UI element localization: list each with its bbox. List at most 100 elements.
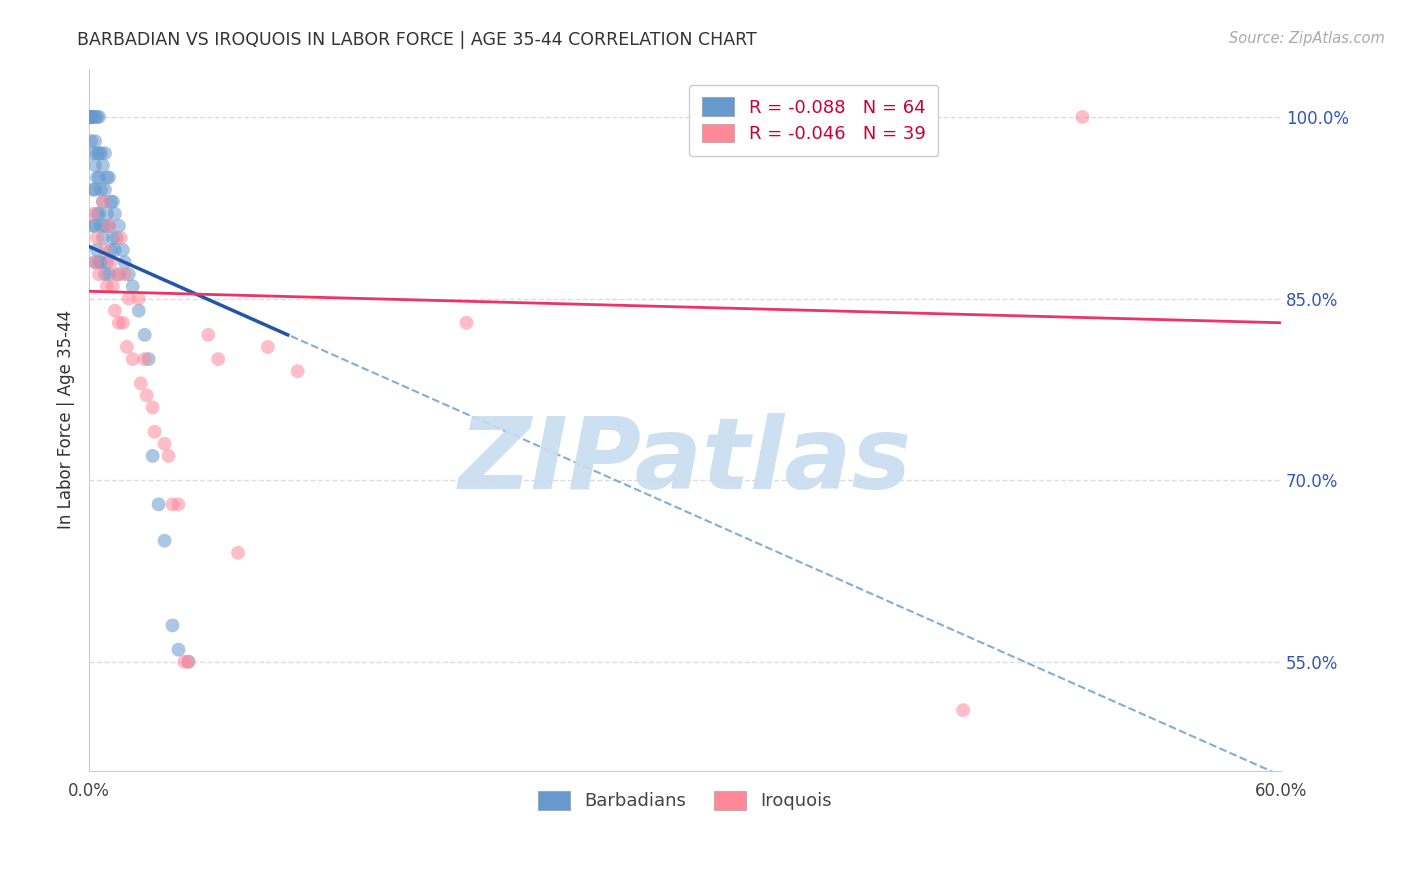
Point: [84, 255, 107, 269]
Text: BARBADIAN VS IROQUOIS IN LABOR FORCE | AGE 35-44 CORRELATION CHART: BARBADIAN VS IROQUOIS IN LABOR FORCE | A…: [77, 31, 756, 49]
Legend: Barbadians, Iroquois: Barbadians, Iroquois: [523, 777, 846, 825]
Point: [101, 194, 124, 209]
Point: [287, 364, 309, 378]
Point: [80, 110, 103, 124]
Point: [96, 170, 118, 185]
Point: [118, 268, 141, 282]
Point: [87, 110, 110, 124]
Point: [114, 255, 136, 269]
Point: [94, 243, 117, 257]
Point: [91, 194, 114, 209]
Point: [167, 642, 190, 657]
Point: [128, 292, 150, 306]
Point: [104, 243, 127, 257]
Point: [114, 268, 136, 282]
Point: [135, 388, 157, 402]
Point: [121, 279, 143, 293]
Point: [162, 497, 184, 511]
Point: [104, 303, 127, 318]
Point: [80, 110, 103, 124]
Point: [456, 316, 478, 330]
Point: [97, 268, 120, 282]
Point: [86, 110, 108, 124]
Point: [84, 255, 107, 269]
Point: [84, 219, 107, 233]
Point: [153, 533, 176, 548]
Point: [143, 425, 166, 439]
Point: [82, 219, 104, 233]
Point: [105, 268, 128, 282]
Point: [84, 183, 107, 197]
Point: [97, 170, 120, 185]
Point: [87, 268, 110, 282]
Point: [90, 255, 112, 269]
Point: [91, 158, 114, 172]
Point: [86, 231, 108, 245]
Point: [167, 497, 190, 511]
Point: [97, 219, 120, 233]
Point: [84, 134, 107, 148]
Point: [108, 316, 131, 330]
Point: [108, 268, 131, 282]
Point: [91, 194, 114, 209]
Point: [94, 219, 117, 233]
Point: [111, 243, 134, 257]
Point: [101, 231, 124, 245]
Point: [80, 110, 103, 124]
Point: [96, 255, 118, 269]
Point: [138, 352, 160, 367]
Point: [115, 340, 138, 354]
Point: [257, 340, 280, 354]
Point: [90, 146, 112, 161]
Point: [96, 207, 118, 221]
Point: [82, 207, 104, 221]
Point: [142, 449, 165, 463]
Point: [129, 376, 152, 391]
Point: [87, 146, 110, 161]
Point: [134, 327, 156, 342]
Text: Source: ZipAtlas.com: Source: ZipAtlas.com: [1229, 31, 1385, 46]
Point: [84, 158, 107, 172]
Point: [134, 352, 156, 367]
Point: [87, 207, 110, 221]
Point: [104, 207, 127, 221]
Point: [1071, 110, 1094, 124]
Point: [82, 146, 104, 161]
Point: [128, 303, 150, 318]
Point: [82, 183, 104, 197]
Y-axis label: In Labor Force | Age 35-44: In Labor Force | Age 35-44: [58, 310, 75, 529]
Point: [118, 292, 141, 306]
Point: [96, 279, 118, 293]
Point: [87, 170, 110, 185]
Point: [94, 268, 117, 282]
Point: [86, 170, 108, 185]
Point: [110, 231, 132, 245]
Point: [100, 255, 122, 269]
Point: [86, 243, 108, 257]
Point: [100, 194, 122, 209]
Point: [101, 279, 124, 293]
Text: ZIPatlas: ZIPatlas: [458, 413, 911, 510]
Point: [153, 437, 176, 451]
Point: [97, 219, 120, 233]
Point: [121, 352, 143, 367]
Point: [157, 449, 180, 463]
Point: [90, 219, 112, 233]
Point: [80, 110, 103, 124]
Point: [91, 231, 114, 245]
Point: [148, 497, 170, 511]
Point: [162, 618, 184, 632]
Point: [100, 243, 122, 257]
Point: [952, 703, 974, 717]
Point: [86, 207, 108, 221]
Point: [87, 255, 110, 269]
Point: [94, 146, 117, 161]
Point: [84, 110, 107, 124]
Point: [142, 401, 165, 415]
Point: [226, 546, 249, 560]
Point: [111, 316, 134, 330]
Point: [197, 327, 219, 342]
Point: [177, 655, 200, 669]
Point: [105, 231, 128, 245]
Point: [177, 655, 200, 669]
